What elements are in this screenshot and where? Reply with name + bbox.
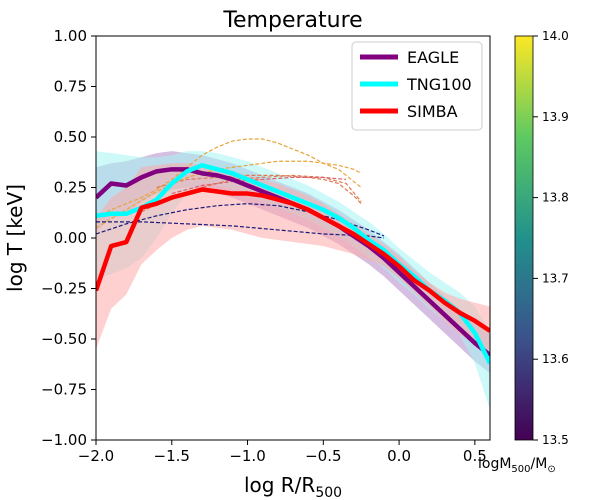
y-tick-label: 0.50 — [54, 128, 87, 146]
y-tick-label: 0.75 — [54, 78, 87, 96]
profile-line-2 — [156, 174, 362, 205]
x-tick-label: 0.5 — [463, 447, 487, 465]
x-tick-label: −0.5 — [305, 447, 341, 465]
plot-area — [96, 138, 490, 410]
chart-title: Temperature — [222, 8, 362, 33]
y-tick-label: −0.25 — [41, 280, 87, 298]
legend: EAGLE TNG100 SIMBA — [351, 41, 483, 131]
colorbar-tick-label: 13.9 — [542, 110, 569, 124]
y-tick-label: 0.00 — [54, 229, 87, 247]
colorbar-tick-label: 13.6 — [542, 352, 569, 366]
x-axis-label-main: log R/R — [244, 473, 315, 497]
x-tick-label: −2.0 — [78, 447, 114, 465]
colorbar: 13.5 13.6 13.7 13.8 13.9 14.0 logM500/M⊙ — [478, 29, 569, 475]
y-tick-label: 1.00 — [54, 27, 87, 45]
colorbar-ticks: 13.5 13.6 13.7 13.8 13.9 14.0 — [533, 29, 569, 447]
colorbar-label-sub: 500 — [511, 464, 530, 475]
colorbar-label-tail-sub: ⊙ — [547, 464, 555, 475]
y-tick-label: 0.25 — [54, 179, 87, 197]
x-axis-ticks: −2.0 −1.5 −1.0 −0.5 0.0 0.5 — [78, 440, 487, 465]
colorbar-label-main: logM — [478, 456, 511, 472]
legend-label-eagle: EAGLE — [407, 48, 459, 67]
x-axis-label-sub: 500 — [315, 485, 342, 500]
x-tick-label: −1.5 — [154, 447, 190, 465]
x-axis-label: log R/R500 — [244, 473, 342, 500]
series-line-simba — [96, 187, 490, 333]
y-axis-label: log T [keV] — [3, 184, 27, 292]
series-lines — [96, 163, 490, 365]
colorbar-gradient — [514, 35, 534, 441]
colorbar-label-tail: /M — [531, 456, 548, 472]
x-tick-label: −1.0 — [229, 447, 265, 465]
y-tick-label: −1.00 — [41, 431, 87, 449]
colorbar-tick-label: 13.7 — [542, 271, 569, 285]
colorbar-tick-label: 13.5 — [542, 433, 569, 447]
colorbar-tick-label: 14.0 — [542, 29, 569, 43]
profile-line-4 — [171, 176, 347, 195]
colorbar-label: logM500/M⊙ — [478, 456, 556, 475]
legend-label-tng100: TNG100 — [406, 75, 472, 94]
x-tick-label: 0.0 — [387, 447, 411, 465]
legend-box — [351, 41, 483, 131]
y-axis-ticks: −1.00 −0.75 −0.50 −0.25 0.00 0.25 0.50 0.75 1.00 — [41, 27, 96, 449]
colorbar-tick-label: 13.8 — [542, 191, 569, 205]
band-simba — [96, 163, 490, 352]
y-tick-label: −0.50 — [41, 330, 87, 348]
confidence-bands — [96, 151, 490, 410]
y-tick-label: −0.75 — [41, 381, 87, 399]
legend-label-simba: SIMBA — [407, 102, 458, 121]
